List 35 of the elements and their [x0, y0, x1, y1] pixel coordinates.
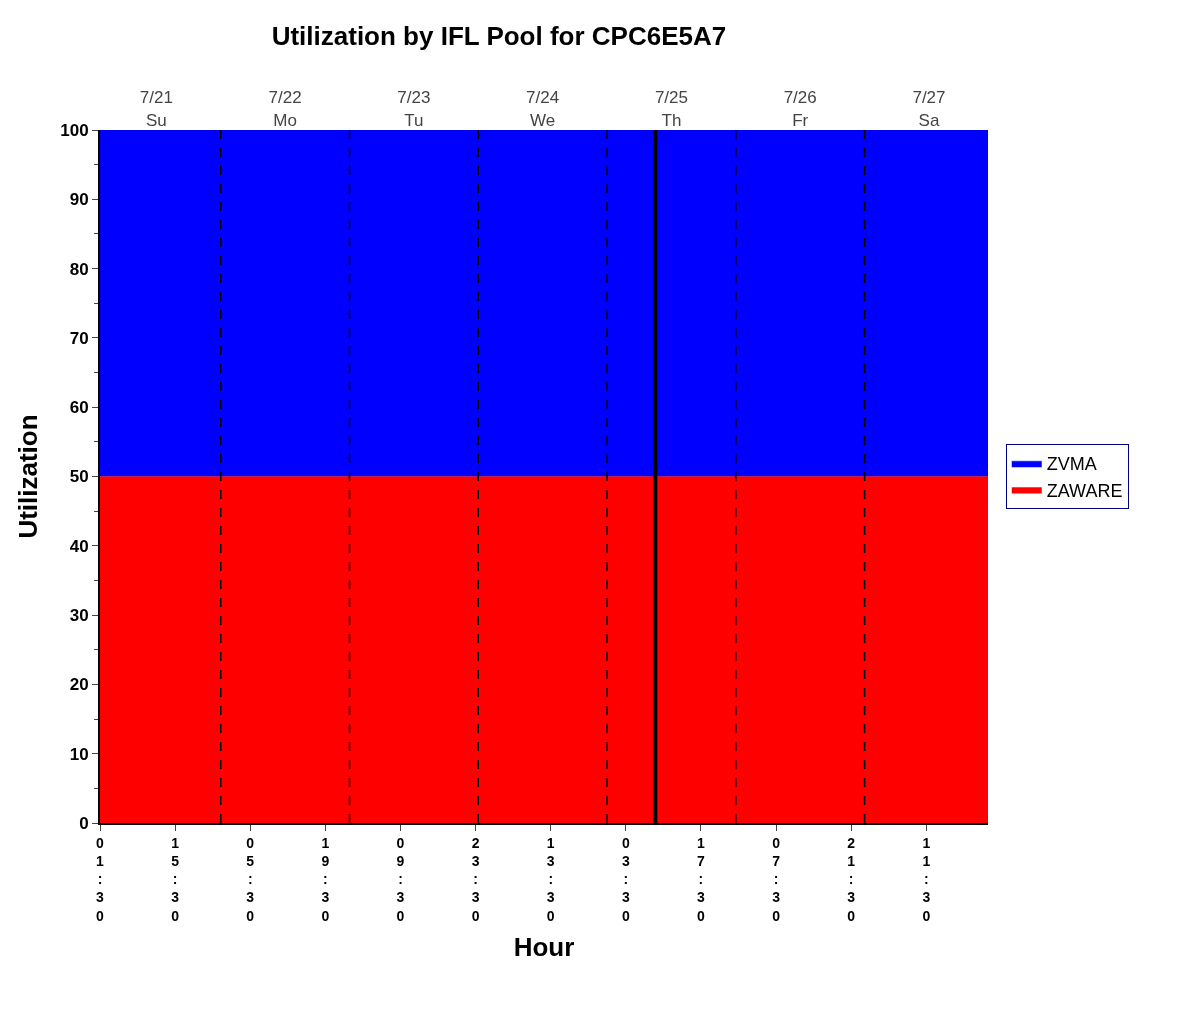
y-tick-label: 30	[69, 606, 89, 626]
y-tick-label: 80	[69, 259, 89, 279]
x2-tick-label: 7/25 Th	[654, 88, 688, 130]
chart-title: Utilization by IFL Pool for CPC6E5A7	[271, 20, 727, 51]
x2-tick-label: 7/26 Fr	[783, 88, 817, 130]
x-tick-label: 15:30	[171, 834, 180, 924]
x2-tick-label: 7/27 Sa	[912, 88, 946, 130]
x-tick-label: 01:30	[96, 834, 105, 924]
x-tick-label: 11:30	[922, 834, 931, 924]
y-tick-label: 40	[69, 536, 89, 556]
x-tick-label: 03:30	[621, 834, 630, 924]
x-tick-label: 23:30	[471, 834, 480, 924]
y-tick-label: 70	[69, 328, 89, 348]
x-tick-label: 05:30	[246, 834, 255, 924]
x2-tick-label: 7/21 Su	[139, 88, 173, 130]
x2-tick-label: 7/24 We	[526, 88, 560, 130]
x2-tick-label: 7/23 Tu	[397, 88, 431, 130]
legend-label: ZVMA	[1046, 454, 1097, 475]
x-tick-label: 09:30	[396, 834, 405, 924]
x-tick-label: 19:30	[321, 834, 330, 924]
y-tick-label: 100	[60, 120, 89, 140]
y-tick-label: 20	[69, 675, 89, 695]
y-tick-label: 90	[69, 190, 89, 210]
y-tick-label: 60	[69, 398, 89, 418]
x2-tick-label: 7/22 Mo	[268, 88, 302, 130]
legend-label: ZAWARE	[1046, 480, 1123, 501]
y-tick-label: 0	[79, 813, 89, 833]
x-tick-label: 13:30	[546, 834, 555, 924]
x-tick-label: 21:30	[847, 834, 856, 924]
y-axis-title: Utilization	[13, 414, 44, 539]
x-tick-label: 17:30	[697, 834, 706, 924]
y-tick-label: 50	[69, 467, 89, 487]
x-tick-label: 07:30	[772, 834, 781, 924]
x-axis-title: Hour	[513, 931, 575, 962]
y-tick-label: 10	[69, 744, 89, 764]
